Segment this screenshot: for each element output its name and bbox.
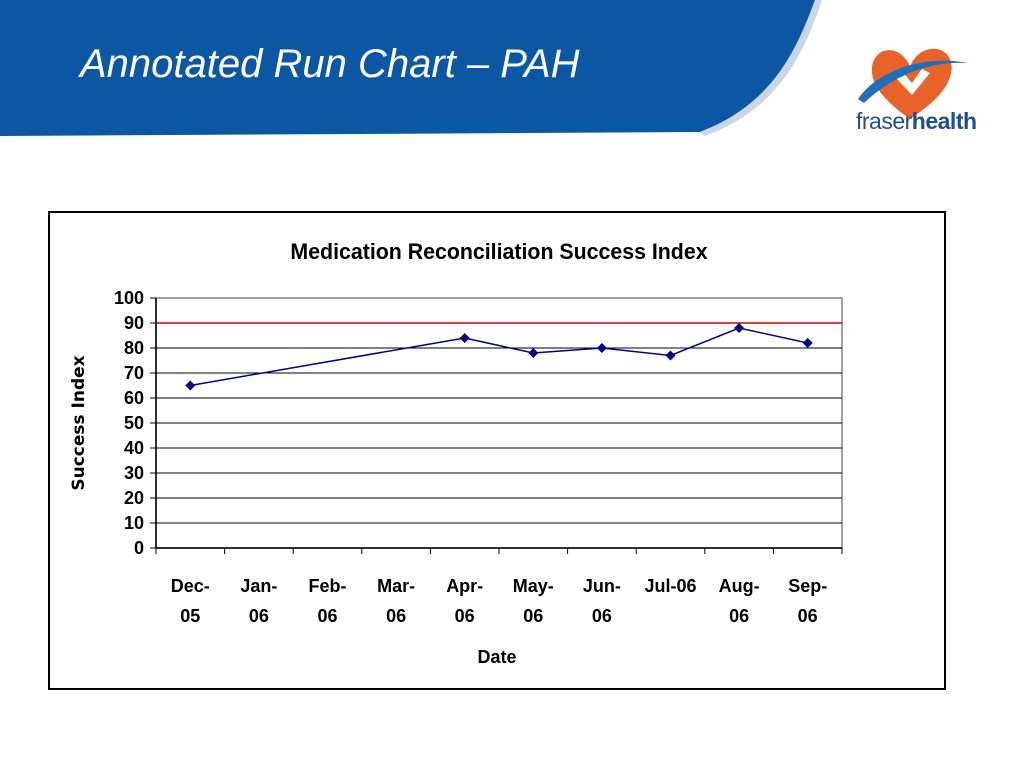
data-point <box>596 343 607 353</box>
chart-frame: Medication Reconciliation Success Index … <box>48 211 946 690</box>
plot-area: 0 10 20 30 40 50 60 70 80 90 100 Dec- 05 Jan- 06 Feb- 06… <box>114 288 843 626</box>
y-tick-label: 80 <box>124 338 144 358</box>
data-point <box>459 333 470 343</box>
slide-title: Annotated Run Chart – PAH <box>80 42 580 86</box>
y-tick-label: 70 <box>124 363 144 383</box>
x-tick-label: 06 <box>523 606 543 626</box>
x-tick-label: Aug- <box>719 576 760 596</box>
x-tick-label: 06 <box>386 606 406 626</box>
data-point <box>665 350 676 361</box>
y-tick-label: 20 <box>124 488 144 508</box>
x-tick-label: 06 <box>729 606 749 626</box>
data-point <box>185 380 196 391</box>
x-tick-label: Sep- <box>788 576 827 596</box>
chart-title: Medication Reconciliation Success Index <box>290 239 707 264</box>
x-tick-label: Jan- <box>240 576 277 596</box>
y-tick-label: 0 <box>134 538 144 558</box>
y-tick-label: 100 <box>114 288 144 308</box>
logo-text-health: health <box>911 108 977 134</box>
x-tick-label: Jun- <box>583 576 621 596</box>
x-tick-label: Mar- <box>377 576 415 596</box>
data-point <box>734 323 745 333</box>
fraserhealth-logo <box>858 48 968 119</box>
data-point <box>528 348 539 358</box>
y-tick-label: 30 <box>124 463 144 483</box>
y-tick-label: 60 <box>124 388 144 408</box>
x-tick-label: Jul-06 <box>644 576 696 596</box>
x-tick-label: Feb- <box>309 576 347 596</box>
x-tick-label: 06 <box>455 606 475 626</box>
run-chart: Medication Reconciliation Success Index … <box>69 239 843 667</box>
y-axis-label: Success Index <box>69 355 89 490</box>
swoosh-shape <box>858 60 968 103</box>
x-tick-label: 06 <box>317 606 337 626</box>
y-tick-label: 50 <box>124 413 144 433</box>
x-tick-label: 06 <box>798 606 818 626</box>
x-tick-label: Apr- <box>446 576 483 596</box>
data-point <box>802 338 813 348</box>
logo-text-fraser: fraser <box>856 108 912 134</box>
y-tick-label: 40 <box>124 438 144 458</box>
y-tick-label: 90 <box>124 313 144 333</box>
title-banner <box>0 0 822 136</box>
x-tick-label: May- <box>513 576 554 596</box>
y-tick-label: 10 <box>124 513 144 533</box>
x-axis-label: Date <box>477 647 516 667</box>
x-tick-label: 06 <box>249 606 269 626</box>
x-tick-label: 05 <box>180 606 200 626</box>
logo-wordmark: fraserhealth <box>856 108 977 135</box>
x-tick-label: 06 <box>592 606 612 626</box>
banner-shape <box>0 0 815 136</box>
x-tick-label: Dec- <box>171 576 210 596</box>
